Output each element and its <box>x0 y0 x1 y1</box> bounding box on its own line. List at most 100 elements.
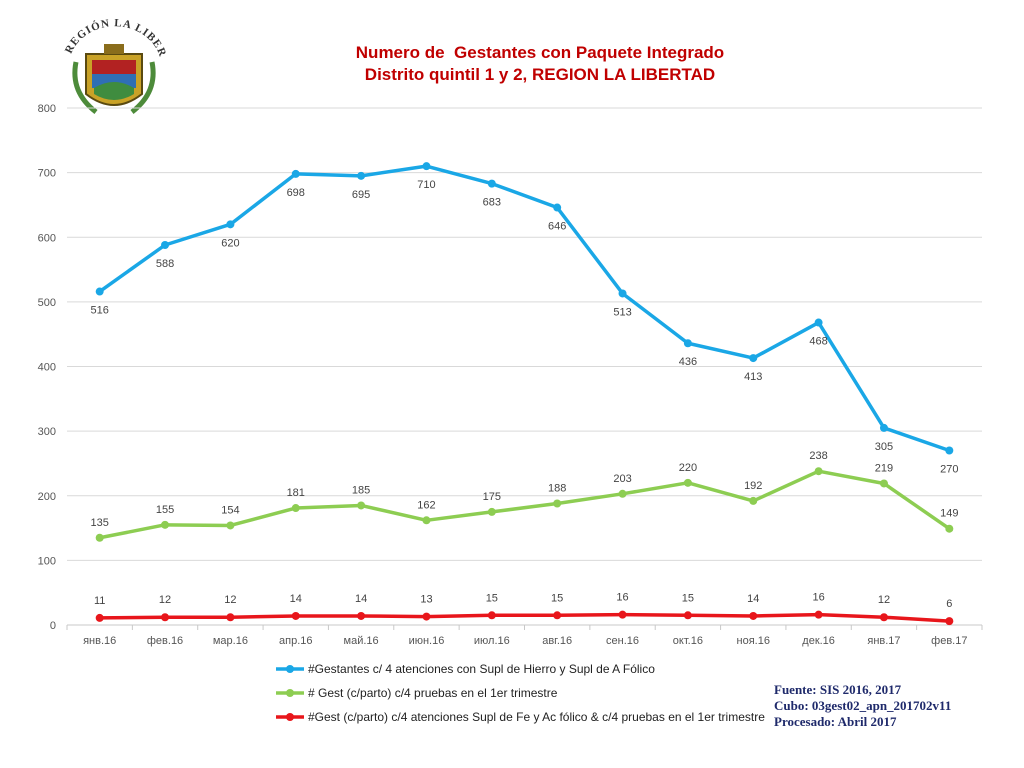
legend-swatch-marker <box>286 713 294 721</box>
series-1-point <box>749 354 758 363</box>
series-1-point <box>357 171 366 180</box>
y-tick-label: 300 <box>38 426 56 438</box>
source-line-2: Cubo: 03gest02_apn_201702v11 <box>774 698 952 713</box>
series-2-line <box>97 469 952 540</box>
series-1-point <box>553 203 562 212</box>
series-1-point <box>945 446 954 455</box>
series-1-point <box>487 179 496 188</box>
y-tick-label: 800 <box>38 103 56 115</box>
y-tick-label: 600 <box>38 232 56 244</box>
series-2-point <box>291 504 300 513</box>
series-2-data-label: 203 <box>613 473 631 485</box>
series-3-point <box>879 613 888 622</box>
series-2-point <box>226 521 235 530</box>
series-3-point <box>683 611 692 620</box>
series-3-data-label: 14 <box>355 593 367 605</box>
series-1-point <box>161 241 170 250</box>
x-tick-label: янв.17 <box>867 635 900 647</box>
y-tick-label: 0 <box>50 620 56 632</box>
series-2-data-label: 192 <box>744 480 762 492</box>
series-2-data-label: 220 <box>679 462 697 474</box>
series-3-point <box>161 613 170 622</box>
series-1-point <box>879 423 888 432</box>
series-1-data-label: 436 <box>679 356 697 368</box>
series-3-line <box>97 612 952 623</box>
series-3-point <box>618 610 627 619</box>
series-1-data-label: 468 <box>809 336 827 348</box>
series-3-data-label: 12 <box>878 594 890 606</box>
series-1-data-label: 695 <box>352 189 370 201</box>
series-1-data-label: 588 <box>156 258 174 270</box>
x-tick-label: июн.16 <box>409 635 445 647</box>
series-1-point <box>814 318 823 327</box>
series-3-point <box>749 611 758 620</box>
y-tick-label: 400 <box>38 362 56 374</box>
series-1-data-label: 516 <box>90 305 108 317</box>
y-tick-label: 500 <box>38 297 56 309</box>
series-2-point <box>422 516 431 525</box>
series-1-data-label: 710 <box>417 179 435 191</box>
series-3-point <box>553 611 562 620</box>
series-1-data-label: 683 <box>483 197 501 209</box>
series-2-point <box>487 507 496 516</box>
series-2-point <box>161 520 170 529</box>
x-tick-label: фев.16 <box>147 635 183 647</box>
series-2-data-label: 238 <box>809 450 827 462</box>
series-1-point <box>618 289 627 298</box>
series-1-data-label: 513 <box>613 306 631 318</box>
x-tick-label: дек.16 <box>802 635 835 647</box>
series-3-point <box>357 611 366 620</box>
series-3-point <box>945 617 954 626</box>
region-logo: REGIÓN LA LIBERTAD <box>52 5 172 130</box>
series-1-point <box>291 169 300 178</box>
series-2-data-label: 155 <box>156 504 174 516</box>
legend-label-1: #Gestantes c/ 4 atenciones con Supl de H… <box>308 662 655 676</box>
legend-label-3: #Gest (c/parto) c/4 atenciones Supl de F… <box>308 710 765 724</box>
x-tick-label: июл.16 <box>474 635 510 647</box>
series-2-point <box>945 524 954 533</box>
series-2-point <box>879 479 888 488</box>
series-3-point <box>814 610 823 619</box>
series-3-point <box>95 613 104 622</box>
series-3-point <box>291 611 300 620</box>
y-tick-label: 200 <box>38 491 56 503</box>
legend-swatch-marker <box>286 665 294 673</box>
series-2-data-label: 154 <box>221 504 239 516</box>
series-2-data-label: 188 <box>548 483 566 495</box>
series-3-data-label: 6 <box>946 598 952 610</box>
series-3-point <box>226 613 235 622</box>
series-3-data-label: 11 <box>94 595 105 607</box>
series-3-data-label: 12 <box>159 594 171 606</box>
legend-label-2: # Gest (c/parto) c/4 pruebas en el 1er t… <box>308 686 558 700</box>
series-2-data-label: 219 <box>875 462 893 474</box>
series-1-data-label: 698 <box>287 187 305 199</box>
series-2-point <box>553 499 562 508</box>
series-1-data-label: 305 <box>875 441 893 453</box>
series-3-data-label: 15 <box>486 592 498 604</box>
series-2-data-label: 135 <box>90 517 108 529</box>
series-2-data-label: 185 <box>352 484 370 496</box>
series-2-point <box>683 478 692 487</box>
y-tick-label: 100 <box>38 555 56 567</box>
series-3-point <box>422 612 431 621</box>
series-1-data-label: 413 <box>744 371 762 383</box>
chart-title: Numero de Gestantes con Paquete Integrad… <box>250 42 830 86</box>
series-2-point <box>814 467 823 476</box>
x-tick-label: май.16 <box>344 635 379 647</box>
series-2-point <box>95 533 104 542</box>
series-3-data-label: 15 <box>551 592 563 604</box>
series-2-point <box>749 496 758 505</box>
chart-title-line-1: Numero de Gestantes con Paquete Integrad… <box>355 43 725 62</box>
x-tick-label: сен.16 <box>606 635 639 647</box>
x-tick-label: авг.16 <box>542 635 572 647</box>
series-1-line <box>97 164 952 453</box>
source-note: Fuente: SIS 2016, 2017 Cubo: 03gest02_ap… <box>774 682 1014 730</box>
series-3-data-label: 14 <box>290 593 302 605</box>
series-2-point <box>357 501 366 510</box>
source-line-1: Fuente: SIS 2016, 2017 <box>774 682 902 697</box>
legend-swatch-marker <box>286 689 294 697</box>
series-2-data-label: 149 <box>940 508 958 520</box>
series-2-data-label: 181 <box>287 487 305 499</box>
chart-title-line-2: Distrito quintil 1 y 2, REGION LA LIBERT… <box>364 65 716 84</box>
